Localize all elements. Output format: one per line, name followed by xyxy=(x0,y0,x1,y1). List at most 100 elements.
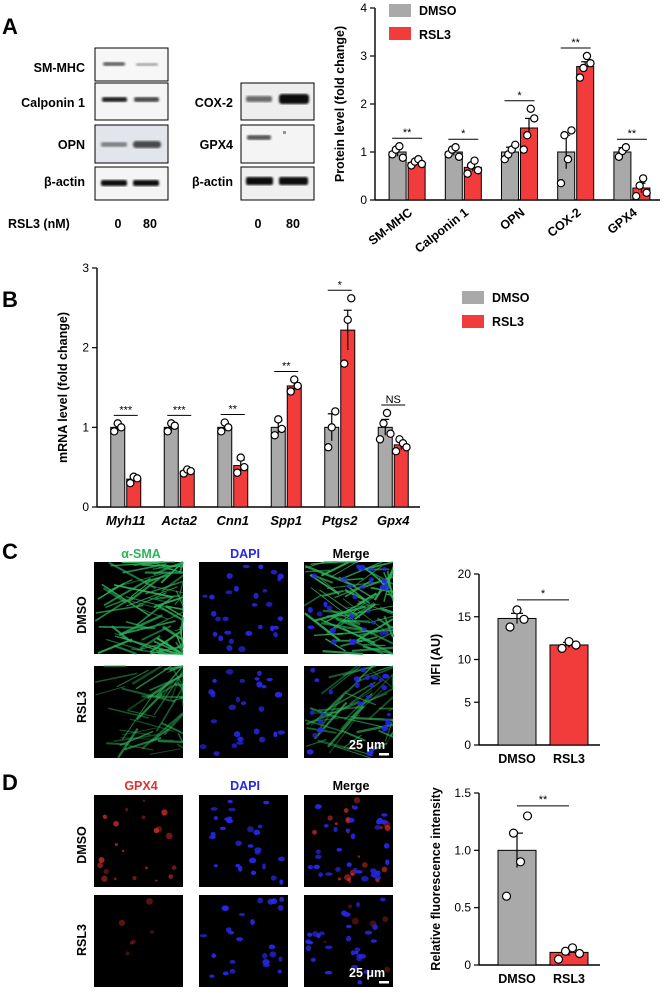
nucleus xyxy=(311,573,318,579)
fiber xyxy=(161,574,184,592)
c-column-dapi: DAPI xyxy=(230,547,260,561)
data-point xyxy=(621,142,631,152)
nucleus xyxy=(233,585,239,592)
fiber xyxy=(141,564,184,568)
nucleus xyxy=(238,912,246,917)
nucleus xyxy=(279,896,285,902)
nucleus xyxy=(317,719,324,725)
nucleus xyxy=(228,704,237,711)
fiber xyxy=(328,608,350,620)
gpx4-signal xyxy=(114,842,118,846)
nucleus xyxy=(257,897,264,904)
fiber xyxy=(121,687,176,703)
nucleus xyxy=(238,646,246,653)
nucleus xyxy=(330,639,337,645)
c-column-asma: α-SMA xyxy=(121,547,161,561)
nucleus xyxy=(270,569,278,575)
fiber xyxy=(344,578,374,598)
y-tick-label: 0 xyxy=(464,738,471,752)
bar-dmso xyxy=(217,426,233,508)
fiber xyxy=(342,627,366,640)
gpx4-signal xyxy=(347,904,353,909)
nucleus xyxy=(381,813,388,817)
nucleus xyxy=(237,736,244,742)
fiber xyxy=(304,612,341,642)
nucleus xyxy=(369,682,374,688)
nucleus xyxy=(254,677,260,681)
fiber xyxy=(148,597,169,603)
d-dmso-dapi-image xyxy=(199,795,288,887)
gpx4-signal xyxy=(142,799,146,802)
fiber xyxy=(325,638,346,652)
nucleus xyxy=(372,924,378,930)
gpx4-signal xyxy=(125,951,130,956)
fiber xyxy=(353,603,377,620)
nucleus xyxy=(329,627,336,634)
legend-b-dmso-swatch xyxy=(462,291,484,304)
data-point xyxy=(163,427,172,436)
category-label: Cnn1 xyxy=(217,513,250,528)
legend-b: DMSO RSL3 xyxy=(462,291,530,329)
nucleus xyxy=(262,952,268,959)
category-label: DMSO xyxy=(498,752,536,766)
fiber xyxy=(327,705,365,748)
fiber xyxy=(329,665,361,691)
legend-b-dmso-label: DMSO xyxy=(492,291,530,305)
fiber xyxy=(103,577,152,607)
nucleus xyxy=(277,616,284,621)
significance-label: * xyxy=(461,128,466,140)
gpx4-signal xyxy=(129,941,134,945)
fiber xyxy=(370,673,394,698)
data-point xyxy=(560,130,569,140)
nucleus xyxy=(319,931,325,936)
nucleus xyxy=(366,750,374,757)
gpx4-signal xyxy=(384,825,391,831)
nucleus xyxy=(385,859,390,866)
nucleus xyxy=(360,667,367,673)
fiber xyxy=(160,681,174,699)
data-point xyxy=(379,419,388,428)
data-point xyxy=(217,427,226,436)
panel-label-d: D xyxy=(2,770,18,795)
data-point xyxy=(526,104,535,114)
category-label: Acta2 xyxy=(161,513,198,528)
data-point xyxy=(501,891,512,901)
western-blot: SM-MHC Calponin 1 OPN β-actin COX-2 GPX4… xyxy=(8,47,315,231)
data-point xyxy=(117,423,126,432)
fiber xyxy=(320,678,362,718)
category-label: Ptgs2 xyxy=(322,513,358,528)
fiber xyxy=(161,722,184,735)
nucleus xyxy=(254,847,262,853)
gpx4-signal xyxy=(141,815,146,820)
chart-gpx4-intensity: 0 0.5 1.0 1.5 Relative fluorescence intensit… xyxy=(429,786,600,986)
gpx4-signal xyxy=(312,829,318,835)
fiber xyxy=(151,728,169,743)
nucleus xyxy=(380,897,386,902)
significance-label: ** xyxy=(539,794,548,806)
legend-a: DMSO RSL3 xyxy=(389,4,457,42)
nucleus xyxy=(209,974,215,978)
data-point xyxy=(473,166,483,175)
nucleus xyxy=(352,594,358,600)
significance-label: ** xyxy=(228,404,237,416)
nucleus xyxy=(277,905,284,911)
data-point xyxy=(224,423,233,432)
fiber xyxy=(165,605,184,611)
d-column-dapi: DAPI xyxy=(230,779,260,793)
y-tick-label: 3 xyxy=(360,49,367,63)
data-point xyxy=(519,145,528,154)
nucleus xyxy=(272,625,279,630)
y-tick-label: 0 xyxy=(464,958,471,972)
fiber xyxy=(97,638,133,655)
nucleus xyxy=(199,934,208,938)
fiber xyxy=(377,665,394,672)
y-axis-title: MFI (AU) xyxy=(429,634,443,685)
nucleus xyxy=(345,828,351,833)
nucleus xyxy=(237,865,243,872)
c-rsl3-merge-image xyxy=(304,664,394,759)
blot-opn xyxy=(94,124,169,164)
nucleus xyxy=(250,919,255,926)
data-point xyxy=(519,614,529,624)
fiber xyxy=(119,730,154,747)
